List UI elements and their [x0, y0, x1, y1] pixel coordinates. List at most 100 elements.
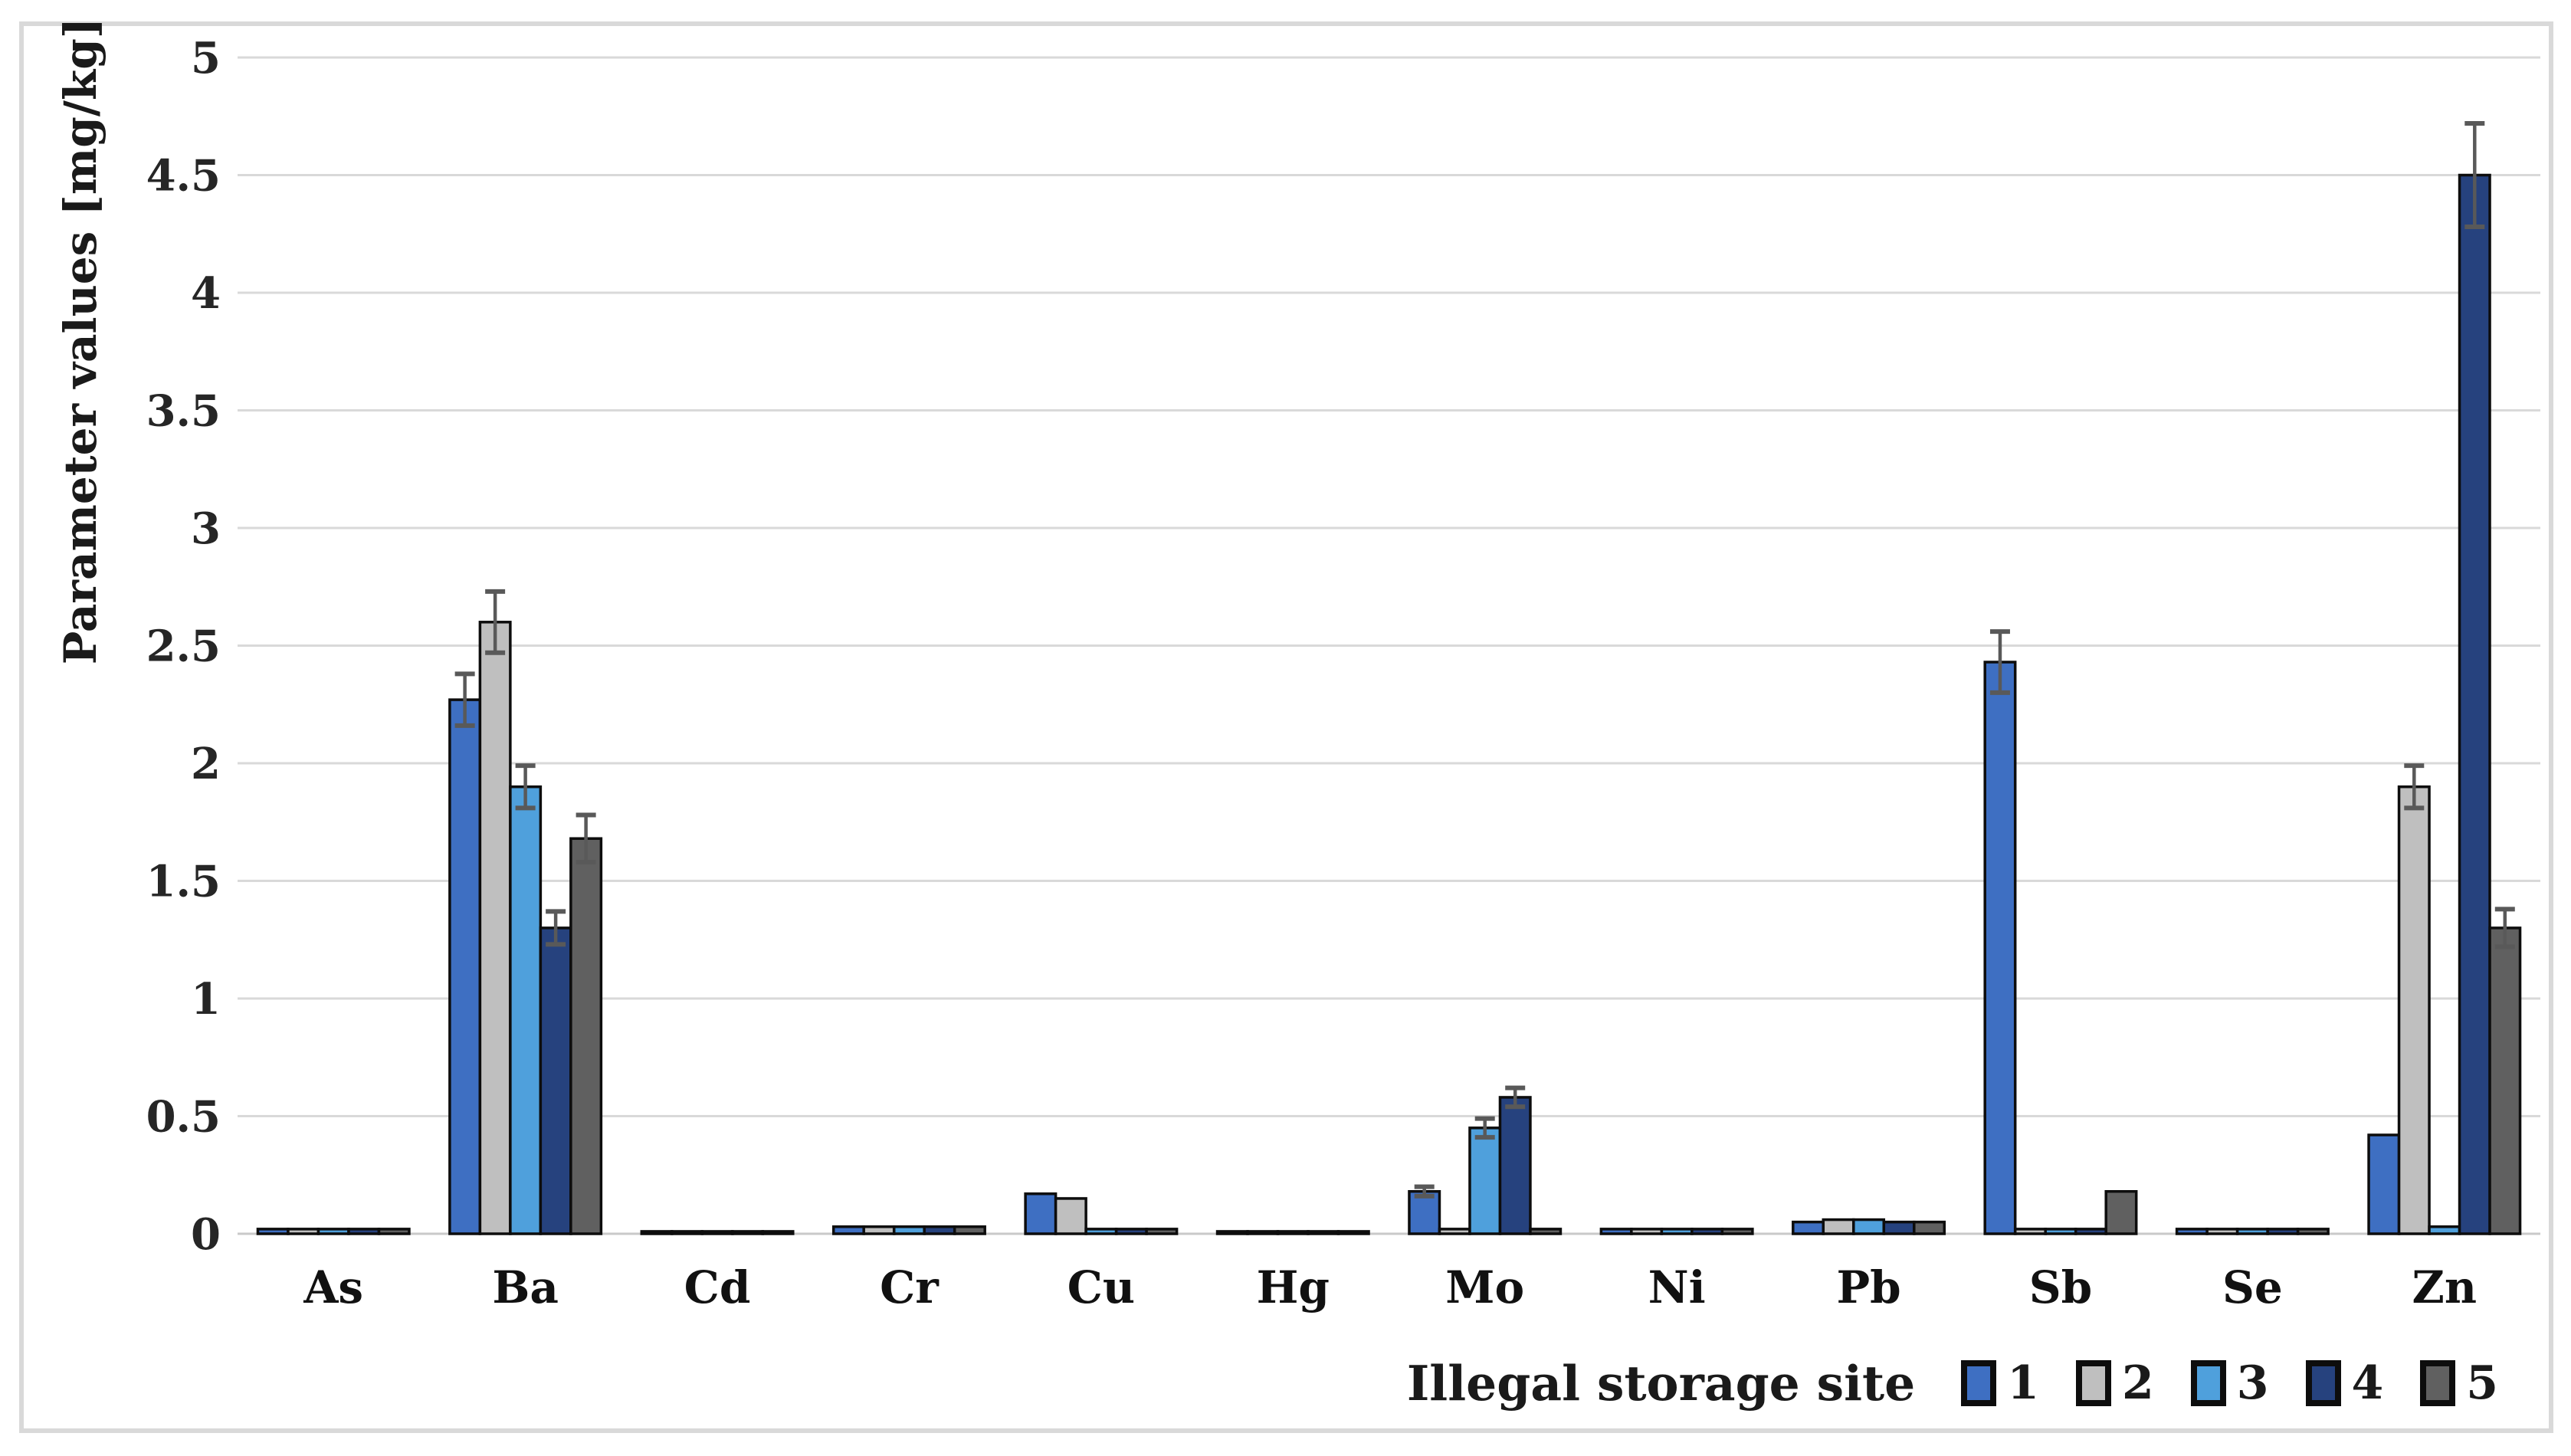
y-tick-label: 5: [191, 33, 221, 84]
x-category-label: Zn: [2412, 1261, 2478, 1313]
y-tick-label: 0: [191, 1209, 221, 1260]
bar-Hg-site4: [1307, 1230, 1340, 1235]
bar-Mo-site3: [1468, 1126, 1502, 1235]
y-axis-title: Parameter values [mg/kg]: [54, 17, 107, 665]
bar-Ni-site2: [1630, 1228, 1664, 1235]
y-tick-label: 2.5: [146, 621, 221, 672]
bar-Cu-site5: [1145, 1228, 1179, 1235]
bar-Se-site4: [2266, 1228, 2300, 1235]
legend-label-site-4: 4: [2351, 1356, 2384, 1410]
x-category-label: Ba: [492, 1261, 559, 1313]
legend-swatch-site-5: [2420, 1360, 2456, 1406]
legend-swatch-site-4: [2305, 1360, 2341, 1406]
bar-Sb-site2: [2013, 1228, 2047, 1235]
bar-Se-site3: [2235, 1228, 2269, 1235]
x-category-label: As: [303, 1261, 363, 1313]
x-category-label: Cr: [880, 1261, 940, 1313]
bar-Cr-site5: [953, 1225, 986, 1235]
bar-Cd-site4: [731, 1230, 765, 1235]
bar-Cu-site3: [1084, 1228, 1118, 1235]
bar-Pb-site4: [1882, 1220, 1916, 1235]
bar-Sb-site1: [1983, 661, 2017, 1235]
x-category-label: Mo: [1445, 1261, 1524, 1313]
legend-item-site-1: 1: [1961, 1356, 2039, 1410]
bar-Cr-site2: [862, 1225, 896, 1235]
legend-item-site-3: 3: [2190, 1356, 2269, 1410]
bar-Cu-site2: [1054, 1197, 1087, 1235]
bar-Cr-site3: [892, 1225, 926, 1235]
x-category-label: Cu: [1067, 1261, 1135, 1313]
legend-swatch-site-1: [1961, 1360, 1997, 1406]
legend-label-site-2: 2: [2122, 1356, 2154, 1410]
y-tick-label: 1: [191, 974, 221, 1025]
bar-Sb-site3: [2044, 1228, 2077, 1235]
bar-As-site5: [377, 1228, 411, 1235]
y-tick-label: 4: [191, 268, 221, 319]
y-tick-label: 3.5: [146, 386, 221, 437]
bar-Sb-site4: [2074, 1228, 2107, 1235]
legend-item-site-5: 5: [2420, 1356, 2498, 1410]
bar-Pb-site1: [1792, 1220, 1825, 1235]
bar-Pb-site5: [1913, 1220, 1946, 1235]
bar-Cd-site3: [700, 1230, 734, 1235]
bar-Zn-site2: [2397, 785, 2431, 1235]
bar-Ba-site4: [539, 926, 572, 1235]
bar-Mo-site5: [1529, 1228, 1563, 1235]
legend-swatch-site-3: [2190, 1360, 2226, 1406]
bar-Zn-site4: [2458, 173, 2491, 1235]
bar-Mo-site2: [1438, 1228, 1471, 1235]
y-tick-label: 1.5: [146, 857, 221, 907]
bar-Zn-site5: [2488, 926, 2522, 1235]
x-category-label: Cd: [684, 1261, 751, 1313]
bar-Cr-site1: [831, 1225, 865, 1235]
bar-As-site1: [256, 1228, 290, 1235]
bar-Mo-site1: [1408, 1189, 1441, 1235]
bar-Hg-site1: [1215, 1230, 1249, 1235]
bar-As-site2: [287, 1228, 320, 1235]
bar-Zn-site1: [2367, 1133, 2401, 1235]
bar-Ba-site1: [448, 698, 482, 1235]
bar-Sb-site5: [2104, 1189, 2138, 1235]
bar-Se-site2: [2205, 1228, 2239, 1235]
bar-Mo-site4: [1498, 1096, 1532, 1235]
bar-Ni-site4: [1690, 1228, 1724, 1235]
bar-Cd-site2: [671, 1230, 704, 1235]
legend-item-site-2: 2: [2076, 1356, 2154, 1410]
bar-Hg-site3: [1276, 1230, 1310, 1235]
y-tick-label: 3: [191, 503, 221, 554]
legend-title: Illegal storage site: [1406, 1355, 1916, 1412]
bar-Cr-site4: [923, 1225, 956, 1235]
bar-Ba-site3: [509, 785, 543, 1235]
x-category-label: Se: [2222, 1261, 2283, 1313]
legend-item-site-4: 4: [2305, 1356, 2384, 1410]
bar-Ni-site3: [1660, 1228, 1694, 1235]
bar-Hg-site2: [1246, 1230, 1280, 1235]
x-category-label: Hg: [1257, 1261, 1330, 1313]
x-category-label: Pb: [1836, 1261, 1900, 1313]
bar-Pb-site3: [1852, 1218, 1886, 1235]
bar-Se-site5: [2296, 1228, 2330, 1235]
bar-Pb-site2: [1822, 1218, 1855, 1235]
bar-Cu-site1: [1024, 1192, 1058, 1235]
y-tick-label: 2: [191, 739, 221, 789]
x-category-label: Sb: [2029, 1261, 2092, 1313]
bar-Hg-site5: [1336, 1230, 1370, 1235]
bar-As-site3: [316, 1228, 350, 1235]
bar-Ni-site5: [1720, 1228, 1754, 1235]
bar-Zn-site3: [2428, 1225, 2461, 1235]
bar-Ba-site5: [569, 837, 603, 1235]
legend: Illegal storage site 1 2 3 4 5: [1407, 1350, 2498, 1416]
bar-Ni-site1: [1599, 1228, 1633, 1235]
x-category-label: Ni: [1648, 1261, 1706, 1313]
bar-Cu-site4: [1114, 1228, 1148, 1235]
bar-Cd-site1: [640, 1230, 674, 1235]
bar-As-site4: [347, 1228, 381, 1235]
legend-label-site-5: 5: [2466, 1356, 2498, 1410]
bar-Cd-site5: [761, 1230, 795, 1235]
bar-Se-site1: [2175, 1228, 2209, 1235]
legend-swatch-site-2: [2076, 1360, 2111, 1406]
y-tick-label: 0.5: [146, 1092, 221, 1143]
y-tick-label: 4.5: [146, 151, 221, 202]
